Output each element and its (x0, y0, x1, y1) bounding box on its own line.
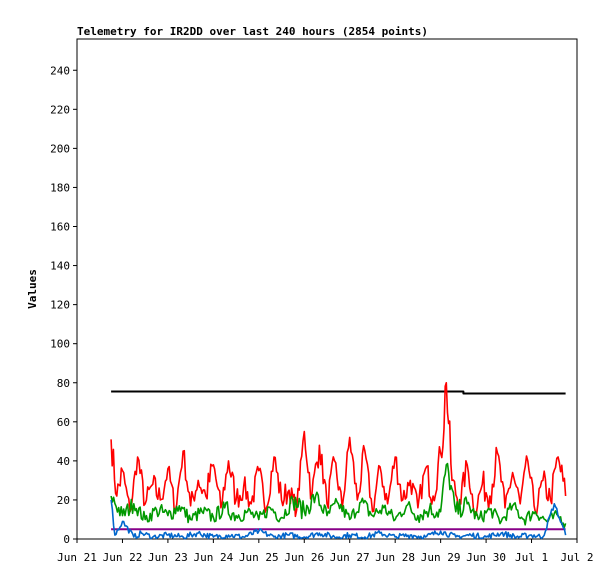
y-tick-label: 240 (50, 64, 70, 77)
chart-title: Telemetry for IR2DD over last 240 hours … (77, 25, 428, 38)
x-tick-label: Jun 30 (466, 551, 506, 564)
x-tick-label: Jun 26 (284, 551, 324, 564)
x-tick-label: Jun 24 (193, 551, 233, 564)
x-tick-label: Jun 22 (103, 551, 143, 564)
x-axis: Jun 21 Jun 22 Jun 23 Jun 24 Jun 25 Jun 26 Jun … (57, 539, 594, 564)
x-tick-label: Jun 21 (57, 551, 97, 564)
y-tick-label: 20 (57, 494, 70, 507)
y-tick-label: 160 (50, 221, 70, 234)
y-axis-label: Values (26, 269, 39, 309)
y-axis: 0 20 40 60 80 100 120 140 160 180 200 220 240 (50, 64, 77, 546)
y-tick-label: 180 (50, 181, 70, 194)
y-tick-label: 0 (63, 533, 70, 546)
y-tick-label: 220 (50, 103, 70, 116)
y-tick-label: 60 (57, 416, 70, 429)
y-tick-label: 40 (57, 455, 70, 468)
y-tick-label: 80 (57, 377, 70, 390)
x-tick-label: Jul 1 (515, 551, 548, 564)
series-layer (110, 382, 567, 540)
x-tick-label: Jun 23 (148, 551, 188, 564)
x-tick-label: Jun 28 (375, 551, 415, 564)
y-tick-label: 200 (50, 142, 70, 155)
series-line-3 (110, 382, 567, 518)
y-tick-label: 140 (50, 260, 70, 273)
series-line-4 (110, 462, 567, 528)
y-tick-label: 120 (50, 299, 70, 312)
x-tick-label: Jun 29 (421, 551, 461, 564)
series-line-1 (111, 390, 566, 395)
x-tick-label: Jun 25 (239, 551, 279, 564)
x-tick-label: Jul 2 (560, 551, 593, 564)
series-line-5 (110, 499, 567, 540)
plot-frame (76, 38, 578, 540)
y-tick-label: 100 (50, 338, 70, 351)
x-tick-label: Jun 27 (330, 551, 370, 564)
